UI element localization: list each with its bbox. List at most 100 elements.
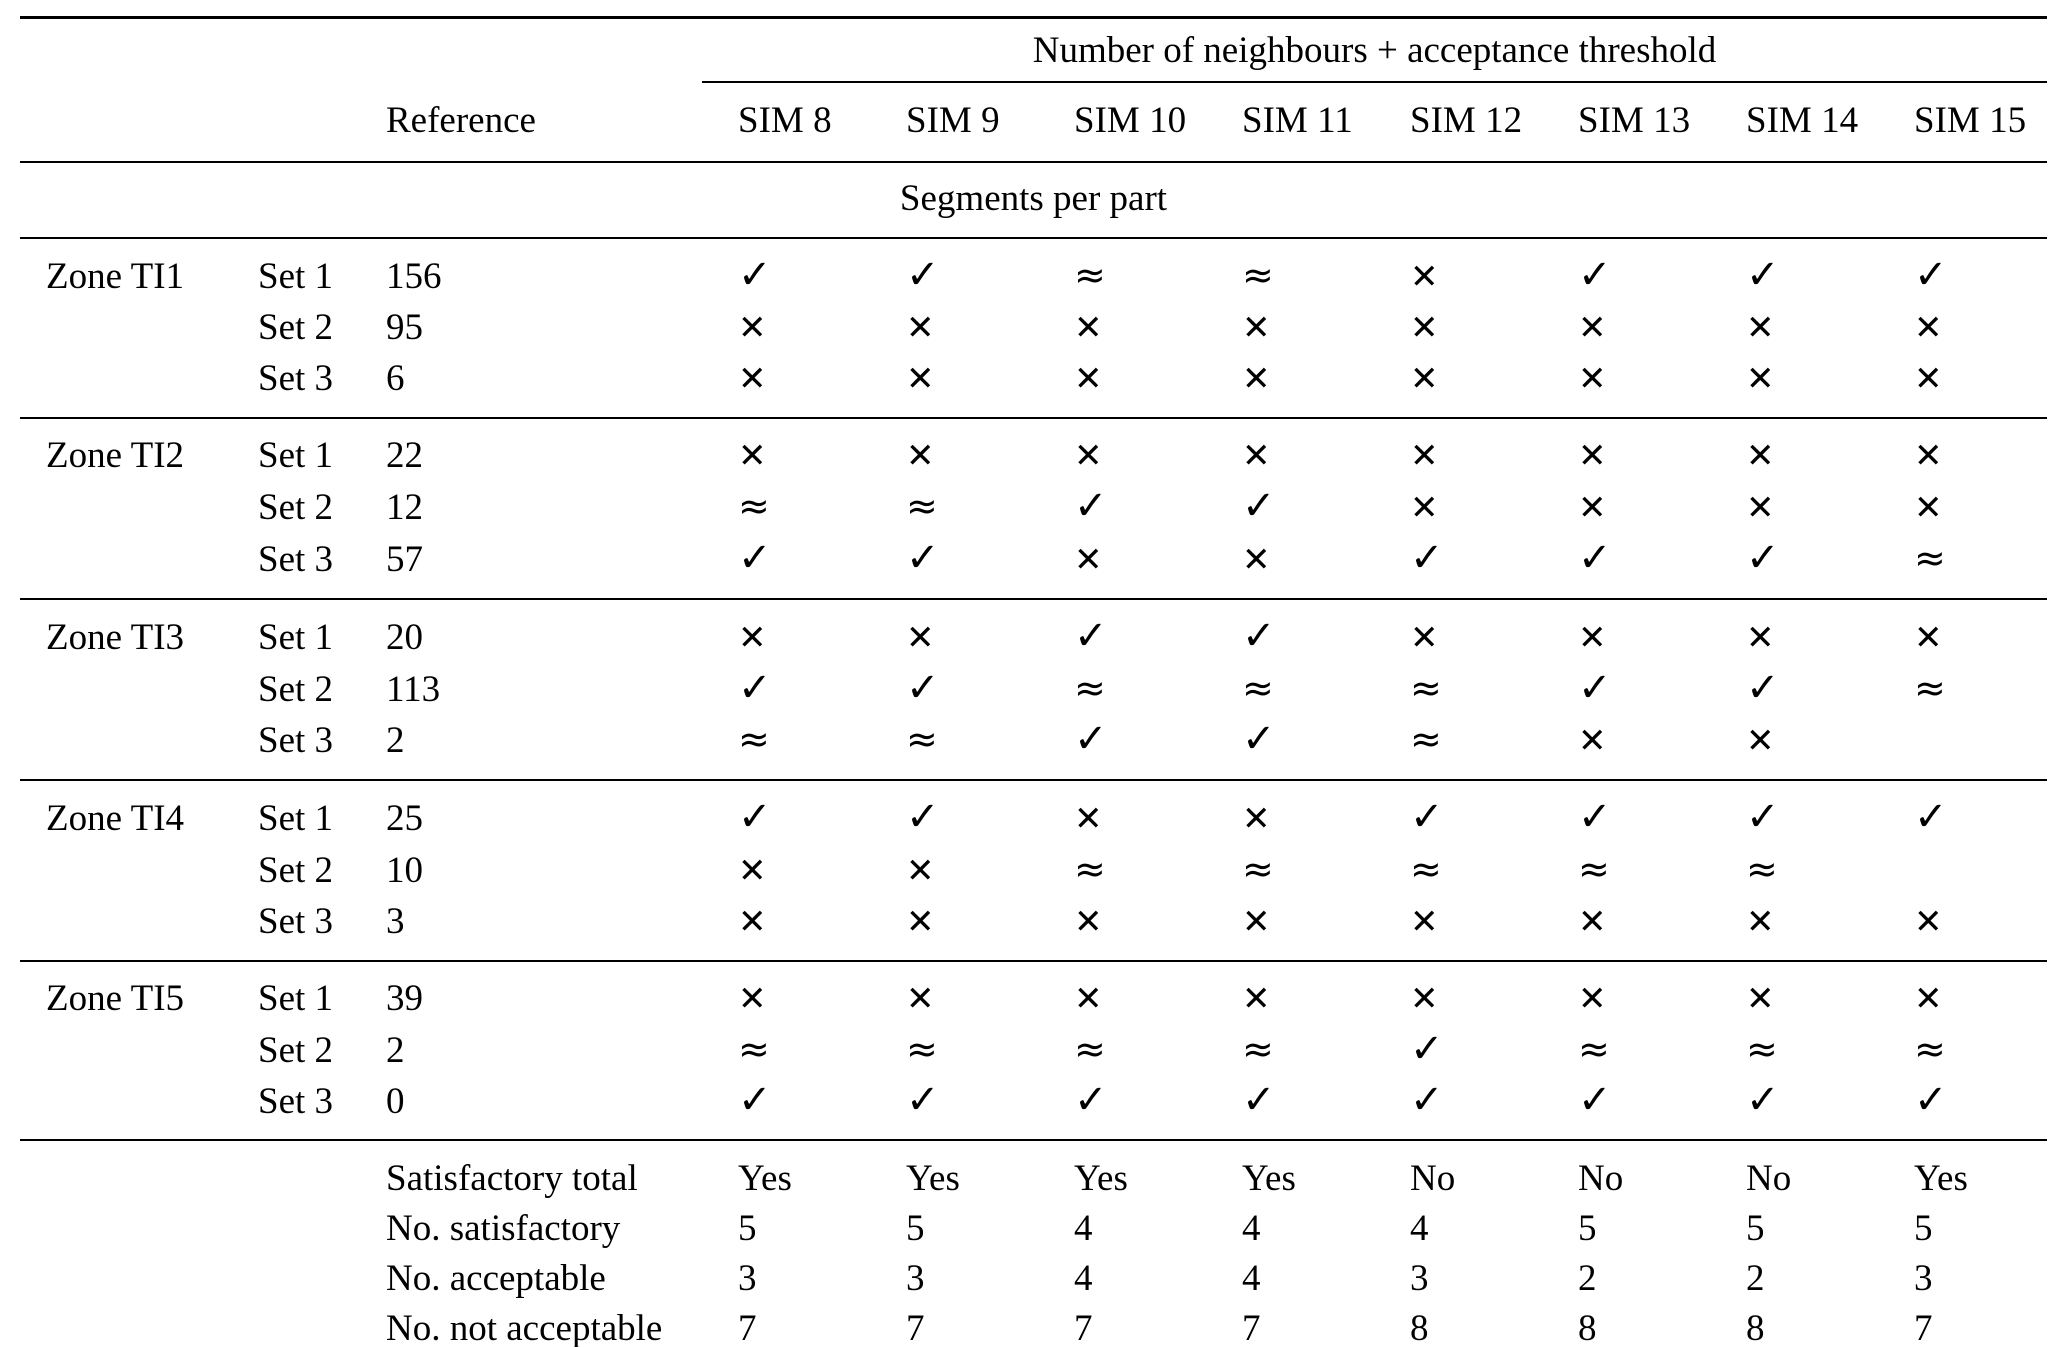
result-cell: ≈ (1038, 845, 1206, 897)
not-acceptable-icon: ✕ (738, 359, 767, 399)
result-cell: ≈ (870, 1025, 1038, 1076)
spacer-cell (20, 1303, 232, 1347)
result-cell: ≈ (1878, 664, 2047, 715)
result-cell: ✕ (702, 897, 871, 962)
not-acceptable-icon: ✕ (1914, 308, 1943, 348)
not-acceptable-icon: ✕ (738, 618, 767, 658)
not-acceptable-icon: ✕ (1242, 308, 1271, 348)
not-acceptable-icon: ✕ (906, 902, 935, 942)
zone-set-row: Set 2 2 ≈ ≈ ≈ ≈ ✓ ≈ ≈ ≈ (20, 1025, 2047, 1076)
not-acceptable-icon: ✕ (1410, 979, 1439, 1019)
summary-value: 8 (1410, 1308, 1429, 1347)
result-cell: ≈ (1374, 715, 1543, 781)
not-acceptable-icon: ✕ (1746, 359, 1775, 399)
result-cell: ≈ (1374, 845, 1542, 897)
not-acceptable-icon: ✕ (1242, 359, 1271, 399)
summary-row: No. satisfactory 5 5 4 4 4 5 5 5 (20, 1203, 2047, 1253)
satisfactory-icon: ✓ (906, 252, 940, 298)
summary-value: 5 (1746, 1208, 1765, 1249)
satisfactory-icon: ✓ (1746, 665, 1780, 711)
acceptable-icon: ≈ (1074, 666, 1106, 710)
result-cell (1878, 845, 2047, 897)
result-cell: ✓ (870, 534, 1039, 600)
result-cell: ≈ (702, 1025, 870, 1076)
zone-label: Zone TI4 (46, 798, 185, 839)
not-acceptable-icon: ✕ (1410, 488, 1439, 528)
result-cell: ≈ (1542, 845, 1710, 897)
result-cell: ✓ (1374, 1025, 1542, 1076)
result-cell: ✕ (1374, 961, 1542, 1025)
not-acceptable-icon: ✕ (1914, 902, 1943, 942)
result-cell: ≈ (1542, 1025, 1710, 1076)
zone-label (20, 303, 232, 354)
zone-set-row: Set 2 95 ✕ ✕ ✕ ✕ ✕ ✕ ✕ ✕ (20, 303, 2047, 354)
summary-value: 7 (1242, 1308, 1261, 1347)
sim-column-header: SIM 14 (1710, 82, 1879, 163)
result-cell: ≈ (1206, 664, 1374, 715)
reference-value: 2 (360, 715, 703, 781)
result-cell: ✕ (1206, 780, 1374, 845)
satisfactory-icon: ✓ (1746, 535, 1780, 581)
satisfactory-icon: ✓ (906, 794, 940, 840)
acceptable-icon: ≈ (738, 1027, 770, 1071)
summary-value: 3 (1914, 1258, 1933, 1299)
summary-value: 3 (1410, 1258, 1429, 1299)
result-cell: ✕ (870, 897, 1039, 962)
reference-value: 6 (360, 354, 703, 419)
acceptable-icon: ≈ (1410, 717, 1442, 761)
section-header-cell: Segments per part (20, 162, 2047, 239)
result-cell: ≈ (1038, 238, 1206, 303)
zone-set-row: Zone TI2 Set 1 22 ✕ ✕ ✕ ✕ ✕ ✕ ✕ ✕ (20, 418, 2047, 482)
result-cell: ✕ (1038, 897, 1207, 962)
result-cell: ✓ (702, 534, 871, 600)
summary-value: 7 (906, 1308, 925, 1347)
acceptable-icon: ≈ (906, 717, 938, 761)
result-cell: ✕ (702, 845, 870, 897)
not-acceptable-icon: ✕ (1074, 436, 1103, 476)
summary-row: Satisfactory total Yes Yes Yes Yes No No No Yes (20, 1140, 2047, 1203)
sim-column-header: SIM 13 (1542, 82, 1711, 163)
summary-value: 4 (1242, 1208, 1261, 1249)
result-cell: ✕ (1038, 961, 1206, 1025)
reference-value: 2 (386, 1030, 405, 1071)
set-label: Set 3 (232, 715, 360, 781)
acceptable-icon: ≈ (1914, 666, 1946, 710)
result-cell: ✕ (1374, 897, 1543, 962)
not-acceptable-icon: ✕ (1578, 436, 1607, 476)
summary-value: 5 (1914, 1208, 1933, 1249)
summary-value: No (1410, 1158, 1456, 1199)
result-cell: ✕ (1878, 897, 2047, 962)
result-cell: ✓ (702, 1076, 871, 1141)
acceptable-icon: ≈ (1578, 1027, 1610, 1071)
not-acceptable-icon: ✕ (738, 902, 767, 942)
result-cell: ✕ (1542, 303, 1710, 354)
not-acceptable-icon: ✕ (1074, 308, 1103, 348)
not-acceptable-icon: ✕ (1746, 721, 1775, 761)
not-acceptable-icon: ✕ (738, 851, 767, 891)
zone-label (20, 1025, 232, 1076)
acceptable-icon: ≈ (1746, 847, 1778, 891)
result-cell: ✓ (1374, 1076, 1543, 1141)
result-cell: ✕ (1374, 354, 1543, 419)
result-cell: ✓ (1038, 599, 1206, 664)
summary-value: 7 (738, 1308, 757, 1347)
not-acceptable-icon: ✕ (1242, 799, 1271, 839)
summary-value: 4 (1074, 1208, 1093, 1249)
zone-set-row: Set 2 12 ≈ ≈ ✓ ✓ ✕ ✕ ✕ ✕ (20, 482, 2047, 534)
not-acceptable-icon: ✕ (1914, 488, 1943, 528)
summary-value: 8 (1746, 1308, 1765, 1347)
result-cell: ✕ (1542, 418, 1710, 482)
satisfactory-icon: ✓ (1746, 252, 1780, 298)
summary-value: 2 (1746, 1258, 1765, 1299)
result-cell: ✕ (1542, 354, 1711, 419)
result-cell: ✓ (1878, 238, 2047, 303)
result-cell: ✕ (1878, 354, 2047, 419)
result-cell: ≈ (1206, 238, 1374, 303)
satisfactory-icon: ✓ (1410, 1077, 1444, 1123)
result-cell: ✕ (1206, 897, 1375, 962)
set-label: Set 1 (258, 435, 334, 476)
acceptable-icon: ≈ (1074, 1027, 1106, 1071)
result-cell: ✓ (870, 780, 1038, 845)
set-label: Set 1 (258, 798, 334, 839)
result-cell: ✕ (1878, 961, 2047, 1025)
